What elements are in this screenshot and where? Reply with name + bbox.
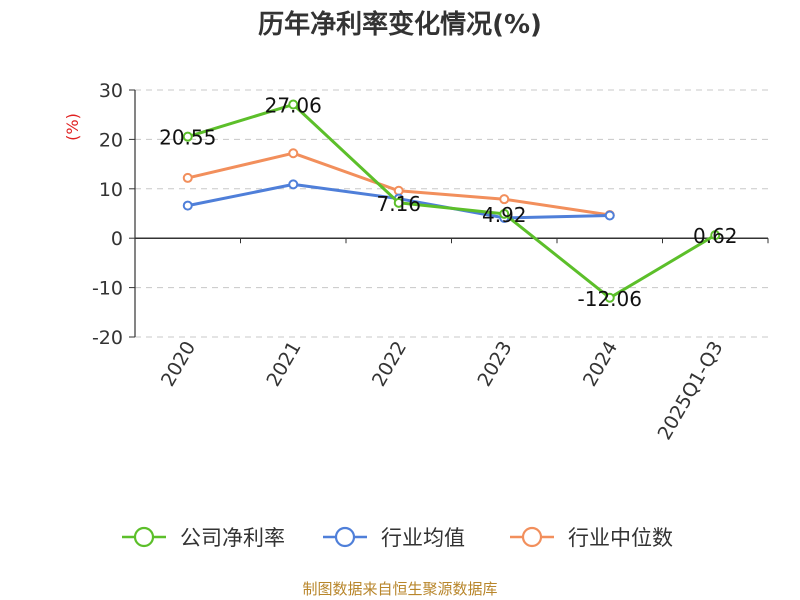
- legend-marker: [133, 526, 155, 548]
- data-label: 20.55: [159, 126, 216, 150]
- series-line: [187, 103, 717, 300]
- data-point: [182, 200, 193, 211]
- data-point: [288, 148, 299, 159]
- data-label: 7.16: [376, 192, 421, 216]
- chart-title: 历年净利率变化情况(%): [258, 10, 542, 40]
- data-label: -12.06: [578, 287, 642, 311]
- x-tick-label: 2022: [368, 338, 411, 391]
- data-point: [499, 208, 510, 219]
- y-tick-label: 10: [99, 179, 123, 201]
- y-axis-label: (%): [63, 113, 82, 141]
- y-tick-label: -20: [92, 327, 123, 349]
- x-tick-label: 2024: [579, 338, 622, 391]
- data-point: [393, 197, 404, 208]
- data-point: [604, 210, 615, 221]
- data-point: [499, 194, 510, 205]
- legend-marker: [334, 526, 356, 548]
- y-tick-label: 20: [99, 129, 123, 151]
- data-label: 0.62: [693, 224, 738, 248]
- data-point: [288, 99, 299, 110]
- data-label: 4.92: [482, 203, 527, 227]
- data-point: [710, 230, 721, 241]
- x-tick-label: 2023: [473, 338, 516, 391]
- legend-label: 公司净利率: [180, 526, 285, 550]
- x-tick-label: 2025Q1-Q3: [654, 338, 728, 444]
- y-tick-label: -10: [92, 278, 123, 300]
- y-tick-label: 0: [111, 228, 123, 250]
- legend-marker: [521, 526, 543, 548]
- legend-label: 行业均值: [381, 526, 465, 550]
- data-point: [182, 172, 193, 183]
- data-point: [604, 292, 615, 303]
- x-tick-label: 2020: [157, 338, 200, 391]
- data-point: [182, 131, 193, 142]
- data-label: 27.06: [265, 94, 322, 118]
- x-tick-label: 2021: [262, 338, 305, 391]
- data-source-note: 制图数据来自恒生聚源数据库: [302, 580, 498, 598]
- y-tick-label: 30: [99, 80, 123, 102]
- legend-label: 行业中位数: [568, 526, 673, 550]
- data-point: [288, 179, 299, 190]
